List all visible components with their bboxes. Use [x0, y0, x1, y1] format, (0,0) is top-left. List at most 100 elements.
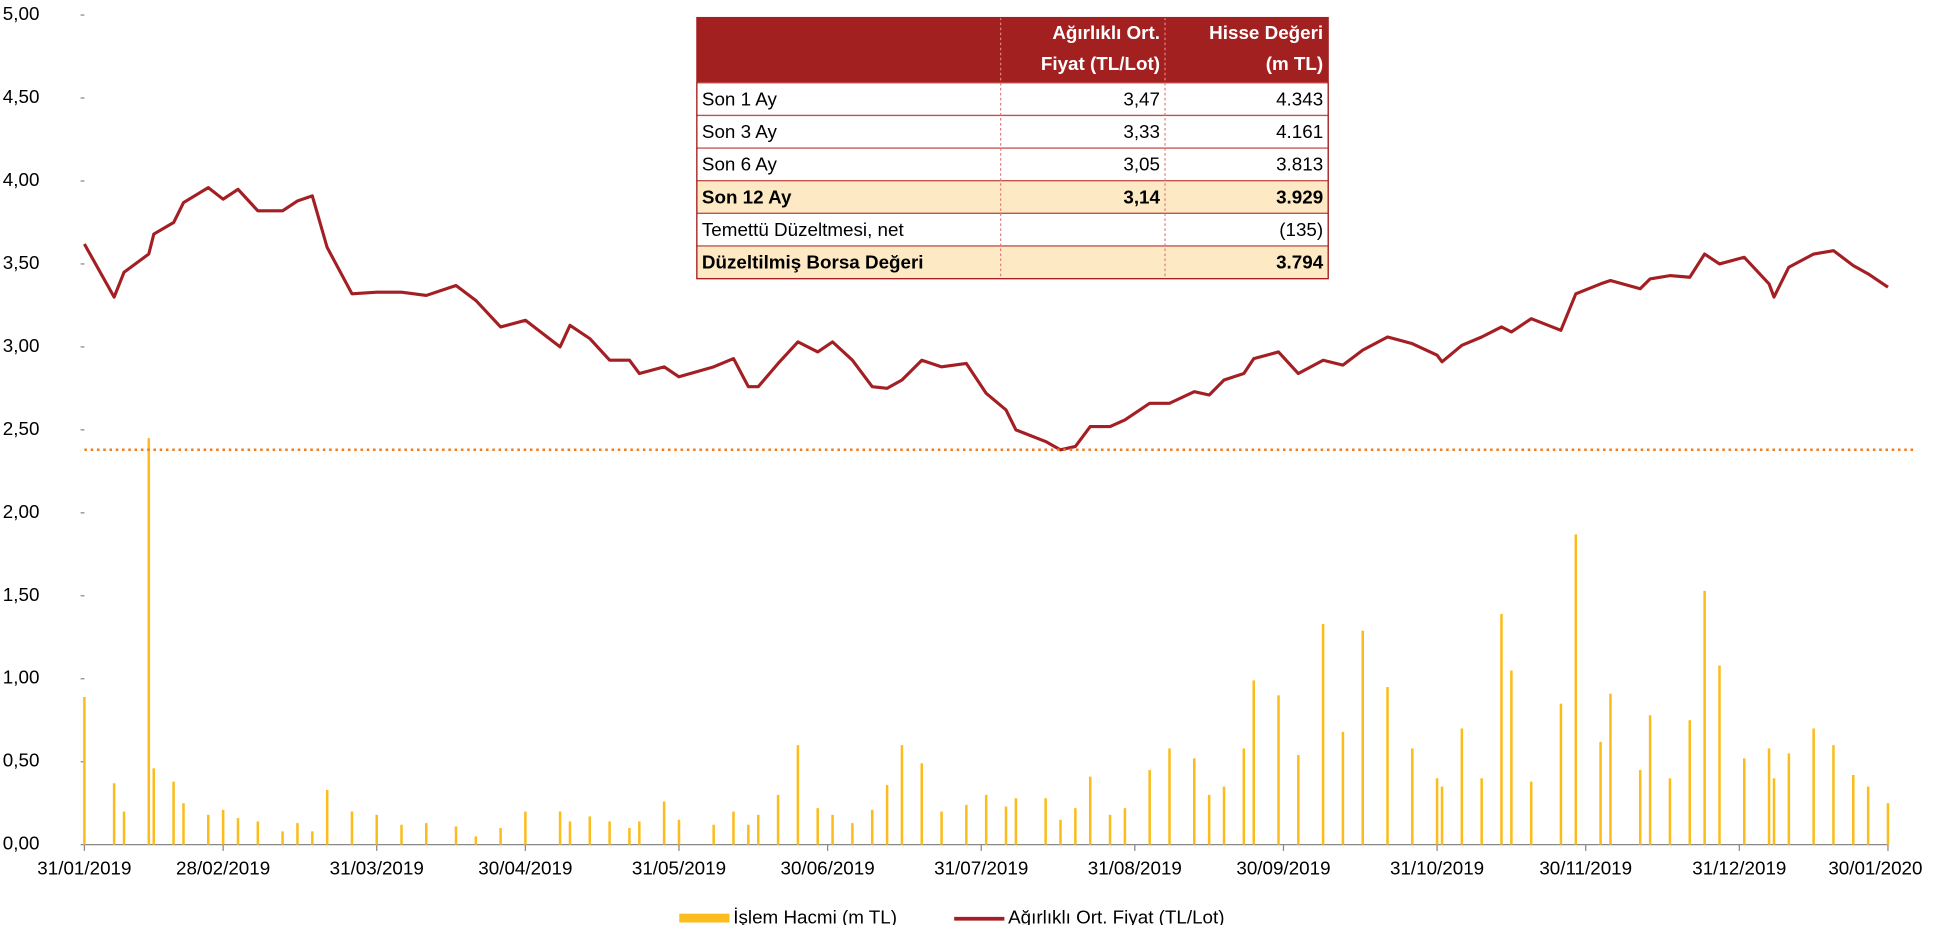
x-tick-label: 31/07/2019: [934, 858, 1028, 879]
bar: [1242, 748, 1246, 845]
bar: [122, 811, 126, 845]
table-cell: Son 1 Ay: [702, 88, 778, 109]
bar: [900, 745, 904, 845]
table-cell: Son 12 Ay: [702, 186, 792, 207]
table-cell: 3,14: [1123, 186, 1160, 207]
bar: [757, 814, 760, 845]
y-tick-label: 4,00: [3, 169, 40, 190]
bar: [677, 819, 681, 845]
x-tick-label: 30/01/2020: [1828, 858, 1922, 879]
bar: [1480, 778, 1483, 845]
bar: [662, 801, 666, 845]
table-cell: 3,47: [1123, 88, 1160, 109]
table-cell: (135): [1279, 219, 1323, 240]
bar: [1852, 774, 1855, 845]
y-tick-label: 0,00: [3, 833, 40, 854]
bar: [147, 438, 151, 845]
bar: [1743, 758, 1746, 845]
table-header: (m TL): [1266, 53, 1323, 74]
bar: [965, 804, 968, 845]
bar: [524, 811, 527, 845]
bar: [1886, 803, 1890, 845]
legend-label: Ağırlıklı Ort. Fiyat (TL/Lot): [1008, 907, 1224, 925]
bar: [1207, 794, 1211, 845]
table-row-bg: [696, 212, 1329, 247]
bar: [638, 821, 641, 845]
table-cell: Son 6 Ay: [702, 154, 778, 175]
bar: [1638, 770, 1642, 845]
table-cell: 3.794: [1276, 252, 1324, 273]
y-tick-label: 2,50: [3, 418, 40, 439]
bar: [628, 828, 631, 845]
bar: [1559, 703, 1563, 845]
bar: [712, 824, 715, 845]
x-tick-label: 31/08/2019: [1088, 858, 1182, 879]
bar: [1435, 778, 1439, 845]
bar: [608, 821, 611, 845]
bar: [747, 824, 750, 845]
bar: [1014, 798, 1018, 845]
bar: [152, 768, 156, 845]
y-tick-label: 1,50: [3, 584, 40, 605]
bar: [776, 794, 780, 845]
bar: [1460, 728, 1464, 845]
bar: [1529, 781, 1533, 845]
bar: [375, 814, 378, 845]
table-cell: 3,33: [1123, 121, 1160, 142]
bar: [920, 763, 924, 845]
bar: [325, 789, 329, 845]
bar: [831, 814, 834, 845]
bar: [1341, 731, 1345, 845]
bar: [1123, 808, 1127, 845]
table-border: [696, 16, 1329, 280]
x-tick-label: 30/04/2019: [478, 858, 572, 879]
table-row-bg: [696, 82, 1329, 117]
table-cell: 4.161: [1276, 121, 1323, 142]
bar: [1440, 786, 1444, 845]
table-cell: 3.813: [1276, 154, 1323, 175]
table-cell: Temettü Düzeltmesi, net: [702, 219, 905, 240]
y-tick-label: 3,00: [3, 335, 40, 356]
bar: [1787, 753, 1791, 845]
bar: [1772, 778, 1776, 845]
bar: [221, 809, 225, 845]
bar: [172, 781, 175, 845]
legend-swatch: [679, 913, 730, 923]
bar: [1252, 680, 1255, 845]
bar: [1361, 630, 1365, 845]
bar: [796, 745, 800, 845]
bar: [1648, 715, 1652, 845]
x-tick-label: 31/03/2019: [330, 858, 424, 879]
bar: [182, 803, 185, 845]
bar: [816, 808, 819, 845]
bar: [1668, 778, 1672, 845]
table-header-bg: [696, 17, 1329, 83]
x-tick-label: 31/05/2019: [632, 858, 726, 879]
bar: [558, 811, 562, 845]
y-tick-label: 5,00: [3, 3, 40, 24]
bar: [1866, 786, 1870, 845]
bar: [1411, 748, 1414, 845]
bar: [1168, 748, 1171, 845]
bar: [454, 826, 458, 845]
bar: [732, 811, 735, 845]
table-row-bg: [696, 114, 1329, 149]
bar: [1277, 695, 1280, 845]
bar: [236, 818, 240, 845]
bar: [1193, 758, 1196, 845]
x-tick-label: 28/02/2019: [176, 858, 270, 879]
y-tick-label: 1,00: [3, 667, 40, 688]
bar: [1088, 776, 1092, 845]
bar: [568, 821, 572, 845]
x-tick-label: 31/10/2019: [1390, 858, 1484, 879]
table-cell: Düzeltilmiş Borsa Değeri: [702, 252, 924, 273]
bar: [1500, 614, 1503, 845]
x-tick-label: 30/09/2019: [1236, 858, 1330, 879]
table-header: Ağırlıklı Ort.: [1052, 22, 1160, 43]
bar: [256, 821, 260, 845]
bar: [281, 831, 284, 845]
table-row-bg: [696, 180, 1329, 214]
bar: [851, 823, 854, 845]
bar: [1297, 755, 1300, 845]
